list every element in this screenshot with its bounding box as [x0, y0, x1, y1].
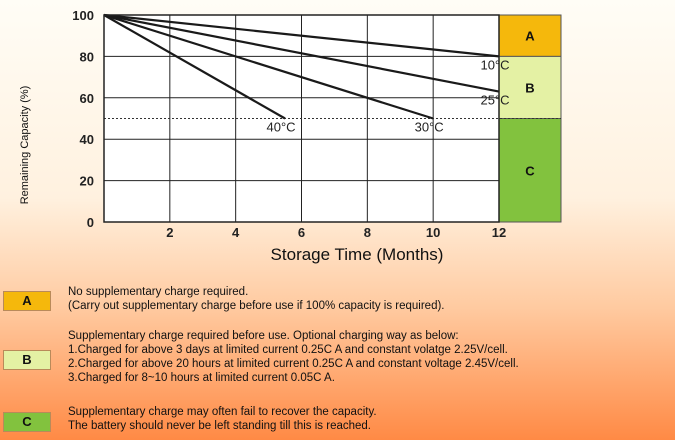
x-axis-title: Storage Time (Months) [271, 245, 444, 264]
legend-badge-b: B [3, 350, 51, 370]
series-line-40c [103, 14, 286, 120]
series-label-30c: 30°C [415, 120, 444, 135]
series-line-10c [103, 13, 500, 58]
series-label-25c: 25°C [480, 93, 509, 108]
x-tick-label: 8 [364, 225, 371, 240]
x-tick-label: 12 [492, 225, 506, 240]
legend-text-a: No supplementary charge required. (Carry… [68, 286, 445, 312]
chart: A B C 2 4 6 8 10 12 0 20 40 60 80 100 40°C 30°C 25°C 10°… [19, 8, 562, 264]
legend-badge-a: A [3, 291, 51, 311]
series-line-25c [103, 13, 500, 93]
zone-b [498, 55, 562, 119]
series-line-30c [103, 13, 434, 120]
x-tick-label: 4 [232, 225, 240, 240]
y-tick-label: 60 [80, 91, 94, 106]
tick-labels: 2 4 6 8 10 12 0 20 40 60 80 100 [72, 8, 506, 240]
legend-text-c: Supplementary charge may often fail to r… [68, 406, 377, 432]
zone-label-b: B [525, 80, 534, 95]
y-tick-label: 40 [80, 132, 94, 147]
y-tick-label: 20 [80, 174, 94, 189]
zone-a [498, 14, 562, 57]
legend-text-b: Supplementary charge required before use… [68, 330, 519, 384]
series-labels: 40°C 30°C 25°C 10°C [267, 57, 510, 134]
series-label-40c: 40°C [267, 120, 296, 135]
y-tick-label: 80 [80, 49, 94, 64]
y-axis-title: Remaining Capacity (%) [19, 86, 31, 205]
y-tick-label: 100 [72, 8, 94, 23]
zone-label-c: C [525, 163, 535, 178]
plot-frame [103, 14, 500, 223]
series-lines [103, 13, 500, 120]
capacity-zones: A B C [498, 14, 562, 223]
x-tick-label: 2 [166, 225, 173, 240]
legend-badge-c: C [3, 412, 51, 432]
y-tick-label: 0 [87, 215, 94, 230]
zone-c [498, 118, 562, 223]
x-tick-label: 6 [298, 225, 305, 240]
zone-label-a: A [525, 29, 535, 44]
series-label-10c: 10°C [480, 57, 509, 72]
x-tick-label: 10 [426, 225, 440, 240]
